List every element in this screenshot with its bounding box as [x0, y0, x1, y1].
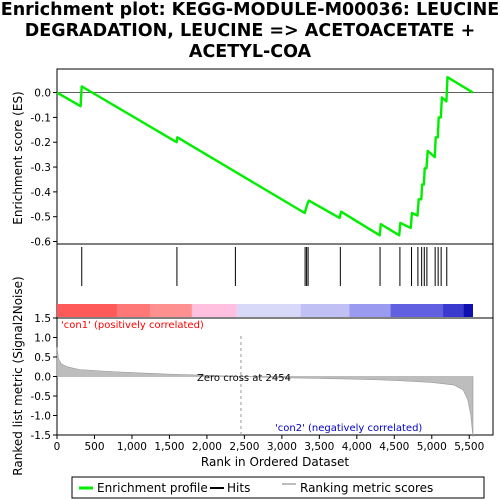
metric-xtick-label: 1,500	[154, 441, 184, 453]
es-ytick-label: 0.0	[34, 88, 51, 100]
zero-cross-label: Zero cross at 2454	[197, 373, 291, 384]
chart-title: Enrichment plot: KEGG-MODULE-M00036: LEU…	[0, 0, 500, 63]
metric-ytick-label: 1.5	[34, 313, 51, 325]
es-ytick-label: -0.3	[31, 162, 52, 174]
metric-ytick-label: 1.0	[34, 333, 51, 345]
es-ytick-label: -0.4	[31, 187, 52, 199]
metric-layer	[56, 336, 474, 437]
legend: Enrichment profile Hits Ranking metric s…	[71, 476, 485, 499]
rank-heatmap-band	[390, 304, 444, 317]
rank-heatmap-band	[57, 304, 117, 317]
rank-heatmap-band	[191, 304, 237, 317]
es-ytick-label: -0.2	[31, 137, 52, 149]
rank-heatmap-band	[300, 304, 350, 317]
metric-xtick-label: 5,500	[454, 441, 484, 453]
metric-xlabel: Rank in Ordered Dataset	[201, 455, 349, 469]
title-line-3: ACETYL-COA	[188, 42, 312, 62]
metric-ytick-label: -0.5	[31, 391, 52, 403]
rank-heatmap-bar	[57, 304, 473, 317]
es-ytick-label: -0.6	[31, 237, 52, 249]
metric-xtick-label: 500	[84, 441, 104, 453]
rank-heatmap-band	[443, 304, 464, 317]
metric-ylabel: Ranked list metric (Signal2Noise)	[11, 276, 25, 475]
positive-correlation-label: 'con1' (positively correlated)	[61, 320, 204, 331]
negative-correlation-label: 'con2' (negatively correlated)	[275, 423, 422, 434]
metric-xtick-label: 1,000	[117, 441, 147, 453]
es-layer	[56, 75, 493, 237]
metric-xtick-label: 4,000	[342, 441, 372, 453]
title-line-1: Enrichment plot: KEGG-MODULE-M00036: LEU…	[0, 0, 500, 20]
metric-xtick-label: 2,500	[229, 441, 259, 453]
es-ytick-label: -0.5	[31, 212, 52, 224]
ranking-metric-area	[56, 347, 474, 437]
rank-heatmap-band	[349, 304, 391, 317]
legend-ranking-label: Ranking metric scores	[300, 481, 433, 495]
legend-enrichment-label: Enrichment profile	[97, 481, 208, 495]
legend-hits-label: Hits	[227, 481, 250, 495]
legend-box	[71, 476, 485, 499]
hits-layer	[81, 247, 448, 286]
metric-xtick-label: 0	[54, 441, 61, 453]
metric-ytick-label: -1.0	[31, 411, 52, 423]
metric-ytick-label: 0.5	[34, 352, 51, 364]
axes-layer: 0.0 -0.1 -0.2 -0.3 -0.4 -0.5 -0.6 1.5 1.0 0.5 0.0 -…	[31, 88, 485, 453]
rank-heatmap-band	[150, 304, 192, 317]
metric-xtick-label: 4,500	[379, 441, 409, 453]
rank-heatmap-band	[116, 304, 151, 317]
rank-heatmap-band	[463, 304, 473, 317]
metric-xtick-label: 3,500	[304, 441, 334, 453]
metric-ytick-label: -1.5	[31, 430, 52, 442]
enrichment-profile-line	[56, 75, 474, 237]
es-ylabel: Enrichment score (ES)	[11, 91, 25, 224]
es-ytick-label: -0.1	[31, 112, 52, 124]
metric-ytick-label: 0.0	[34, 372, 51, 384]
rank-heatmap-band	[236, 304, 301, 317]
metric-xtick-label: 5,000	[417, 441, 447, 453]
metric-xtick-label: 2,000	[192, 441, 222, 453]
metric-xtick-label: 3,000	[267, 441, 297, 453]
title-line-2: DEGRADATION, LEUCINE => ACETOACETATE +	[24, 21, 476, 41]
